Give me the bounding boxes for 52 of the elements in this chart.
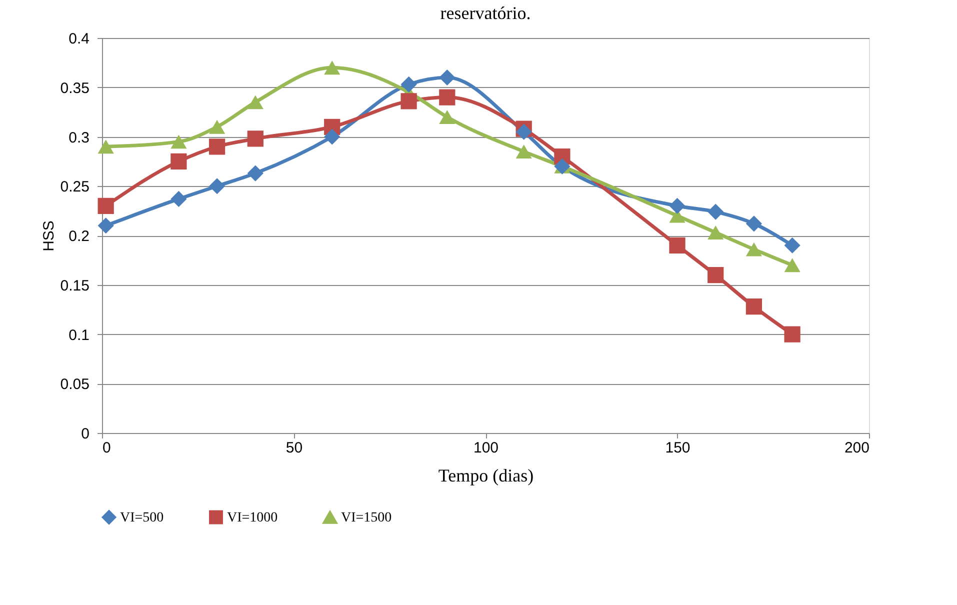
point: [324, 128, 340, 145]
x-tick-label: 50: [286, 440, 303, 456]
y-tick-label: 0.35: [60, 80, 90, 97]
y-tick-label: 0: [81, 426, 90, 442]
legend-label: VI=1500: [341, 510, 392, 526]
y-axis-title: HSS: [40, 220, 58, 252]
point: [516, 144, 532, 159]
point: [439, 89, 456, 106]
point: [746, 298, 762, 315]
point: [784, 326, 800, 342]
point: [669, 198, 686, 214]
point: [746, 242, 762, 256]
point: [98, 140, 114, 154]
point: [439, 69, 456, 86]
point: [170, 134, 187, 149]
y-tick-label: 0.15: [60, 277, 90, 294]
point: [400, 93, 417, 110]
x-tick-label: 0: [102, 440, 111, 456]
point: [784, 237, 800, 254]
point: [708, 266, 724, 284]
y-tick-label: 0.2: [68, 228, 90, 245]
point: [170, 153, 187, 170]
point: [208, 120, 226, 134]
point: [98, 198, 114, 214]
text: reservatório.: [440, 3, 531, 23]
point: [784, 258, 800, 272]
x-tick-label: 100: [473, 440, 499, 456]
point: [669, 237, 686, 254]
point: [208, 178, 226, 194]
point: [247, 165, 264, 182]
x-axis-title: Tempo (dias): [438, 466, 534, 486]
y-tick-label: 0.1: [68, 326, 90, 344]
y-tick-label: 0.3: [68, 129, 90, 146]
point: [746, 216, 762, 232]
point: [439, 110, 456, 124]
y-tick-label: 0.05: [60, 376, 90, 394]
point: [98, 218, 114, 234]
point: [170, 190, 187, 208]
point: [247, 95, 264, 110]
y-tick-label: 0.25: [60, 178, 90, 196]
point: [324, 60, 340, 75]
x-tick-label: 150: [665, 440, 690, 456]
point: [400, 76, 417, 92]
point: [247, 130, 264, 147]
x-tick-label: 200: [844, 440, 870, 456]
point: [708, 226, 724, 240]
point: [208, 138, 226, 155]
point: [516, 124, 532, 140]
y-tick-label: 0.4: [68, 30, 90, 48]
legend-label: VI=500: [120, 510, 164, 526]
point: [708, 204, 724, 220]
legend-label: VI=1000: [227, 510, 278, 526]
